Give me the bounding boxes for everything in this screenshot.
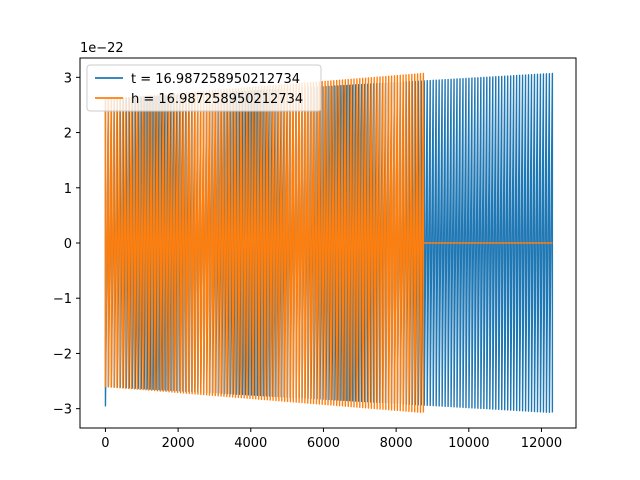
y-tick-label: 0	[64, 237, 72, 252]
x-tick-label: 2000	[162, 436, 195, 451]
y-offset-label: 1e−22	[80, 41, 124, 56]
series-1-line	[104, 72, 425, 413]
y-tick-label: 2	[64, 127, 72, 142]
legend-label: h = 16.987258950212734	[131, 92, 303, 107]
x-tick-label: 12000	[521, 436, 562, 451]
series-layer	[104, 72, 554, 414]
x-tick-label: 0	[101, 436, 109, 451]
y-tick-label: −1	[53, 292, 72, 307]
y-tick-label: −2	[53, 347, 72, 362]
x-tick-label: 4000	[234, 436, 267, 451]
plot-area	[79, 57, 577, 429]
x-tick-label: 8000	[380, 436, 413, 451]
y-tick-label: 1	[64, 182, 72, 197]
legend: t = 16.987258950212734 h = 16.98725895021…	[86, 64, 322, 112]
legend-label: t = 16.987258950212734	[131, 72, 300, 87]
x-axis: 0 2000 4000 6000 8000 10000 12000	[101, 428, 562, 451]
x-tick-label: 10000	[448, 436, 489, 451]
y-tick-label: 3	[64, 71, 72, 86]
y-axis: −3 −2 −1 0 1 2 3	[53, 71, 80, 418]
y-tick-label: −3	[53, 403, 72, 418]
x-tick-label: 6000	[307, 436, 340, 451]
legend-box	[86, 64, 322, 112]
